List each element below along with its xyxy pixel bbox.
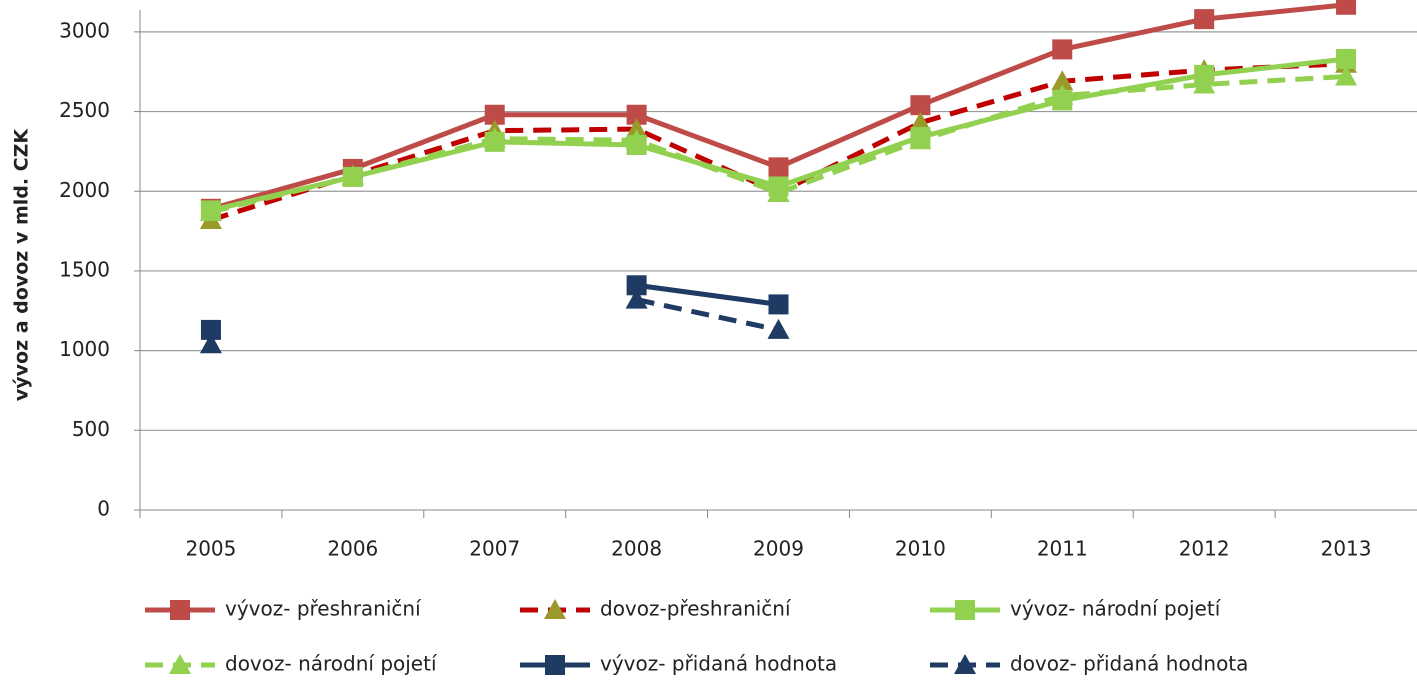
data-point (1051, 84, 1074, 105)
data-point (1336, 0, 1357, 15)
series-line (636, 282, 779, 307)
data-point (199, 200, 222, 221)
data-point (199, 333, 222, 354)
y-tick-label: 0 (97, 497, 110, 521)
data-point (1336, 48, 1357, 69)
x-tick-label: 2005 (185, 537, 236, 561)
x-tick-label: 2007 (469, 537, 520, 561)
legend-label: dovoz-přeshraniční (600, 597, 792, 621)
data-point (1194, 9, 1215, 30)
legend-marker (954, 654, 976, 674)
legend-label: dovoz- národní pojetí (225, 652, 438, 676)
data-point (910, 95, 931, 116)
data-point (626, 104, 647, 125)
y-tick-label: 1000 (59, 337, 110, 361)
y-tick-label: 3000 (59, 18, 110, 42)
data-point (484, 104, 505, 125)
legend-label: dovoz- přidaná hodnota (1010, 652, 1248, 676)
x-tick-label: 2012 (1179, 537, 1230, 561)
data-point (625, 129, 648, 150)
series-line (210, 74, 1347, 215)
x-tick-label: 2013 (1321, 537, 1372, 561)
data-point (626, 275, 647, 296)
data-point (625, 288, 648, 309)
x-tick-label: 2011 (1037, 537, 1088, 561)
data-point (1193, 73, 1216, 94)
y-axis-label: vývoz a dovoz v mld. CZK (11, 128, 33, 402)
x-tick-label: 2009 (753, 537, 804, 561)
data-point (625, 118, 648, 139)
legend-marker (544, 599, 566, 619)
data-point (483, 127, 506, 148)
legend-marker (545, 655, 565, 675)
data-point (768, 157, 789, 178)
data-point (341, 165, 364, 186)
x-tick-label: 2008 (611, 537, 662, 561)
y-tick-label: 1500 (59, 257, 110, 281)
legend-label: vývoz- přeshraniční (225, 597, 422, 621)
data-point (1335, 65, 1358, 86)
data-point (1052, 39, 1073, 60)
data-point (200, 319, 221, 340)
data-point (909, 111, 932, 132)
data-point (1051, 70, 1074, 91)
legend-label: vývoz- národní pojetí (1010, 597, 1222, 621)
data-point (767, 318, 790, 339)
y-tick-label: 500 (72, 417, 110, 441)
y-tick-label: 2500 (59, 98, 110, 122)
data-point (909, 129, 932, 150)
data-point (767, 181, 790, 202)
series-line (636, 297, 780, 333)
legend-marker (170, 600, 190, 620)
y-tick-label: 2000 (59, 178, 110, 202)
data-point (768, 294, 789, 315)
x-tick-label: 2010 (895, 537, 946, 561)
legend-marker (955, 600, 975, 620)
legend-marker (169, 654, 191, 674)
legend-label: vývoz- přidaná hodnota (600, 652, 837, 676)
x-tick-label: 2006 (327, 537, 378, 561)
